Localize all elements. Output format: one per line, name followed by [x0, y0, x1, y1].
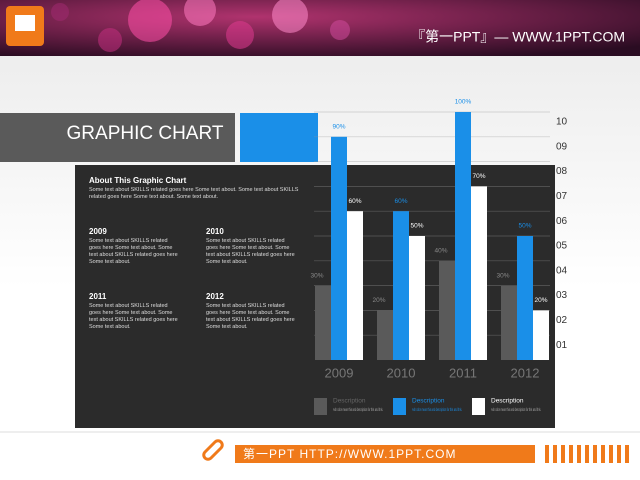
- note-text: Some text about SKILLS related goes here…: [89, 238, 178, 265]
- value-label: 50%: [518, 223, 531, 230]
- note-text: Some text about SKILLS related goes here…: [206, 238, 295, 265]
- value-label: 20%: [372, 297, 385, 304]
- y-tick-label: 01: [556, 340, 568, 351]
- y-tick-label: 10: [556, 117, 568, 128]
- footer-band: [235, 445, 535, 463]
- y-tick-label: 08: [556, 166, 568, 177]
- value-label: 40%: [434, 248, 447, 255]
- title-band: [0, 113, 235, 162]
- legend-note: Ash color mean this and description for …: [491, 407, 541, 412]
- bar: [471, 186, 487, 360]
- value-label: 90%: [332, 124, 345, 131]
- legend-swatch: [314, 398, 327, 415]
- legend-label: Description: [412, 398, 445, 405]
- value-label: 60%: [348, 198, 361, 205]
- bar: [455, 112, 471, 360]
- section-title: GRAPHIC CHART: [67, 123, 224, 144]
- footer-text: 第一PPT HTTP://WWW.1PPT.COM: [243, 447, 456, 461]
- y-tick-label: 06: [556, 216, 568, 227]
- note-year: 2011: [89, 292, 107, 301]
- value-label: 60%: [394, 198, 407, 205]
- note-text: Some text about SKILLS related goes here…: [89, 303, 178, 330]
- bar: [331, 136, 347, 360]
- legend-swatch: [393, 398, 406, 415]
- legend-swatch: [472, 398, 485, 415]
- footer-icon: [202, 439, 224, 461]
- note-year: 2010: [206, 227, 224, 236]
- note-year: 2012: [206, 292, 224, 301]
- bar: [377, 310, 393, 360]
- note-text: Some text about SKILLS related goes here…: [206, 303, 295, 330]
- y-tick-label: 05: [556, 241, 568, 252]
- about-title: About This Graphic Chart: [89, 176, 187, 185]
- note-year: 2009: [89, 227, 107, 236]
- x-tick-label: 2009: [325, 365, 354, 380]
- y-tick-label: 03: [556, 290, 568, 301]
- legend-label: Description: [333, 398, 366, 405]
- footer-stripes: [545, 445, 629, 463]
- y-tick-label: 04: [556, 265, 568, 276]
- bar: [501, 285, 517, 360]
- value-label: 50%: [410, 223, 423, 230]
- value-label: 20%: [534, 297, 547, 304]
- legend-note: Ash color mean this and description for …: [333, 407, 383, 412]
- bar: [439, 260, 455, 360]
- value-label: 100%: [455, 99, 472, 106]
- bar: [409, 236, 425, 360]
- x-tick-label: 2012: [511, 365, 540, 380]
- bar: [517, 236, 533, 360]
- x-tick-label: 2011: [449, 365, 477, 380]
- y-tick-label: 09: [556, 141, 568, 152]
- bar: [533, 310, 549, 360]
- value-label: 30%: [496, 272, 509, 279]
- legend-note: Ash color mean this and description for …: [412, 407, 462, 412]
- x-tick-label: 2010: [387, 365, 416, 380]
- bar: [393, 211, 409, 360]
- icon-glyph: [15, 15, 35, 31]
- bar: [315, 285, 331, 360]
- value-label: 70%: [472, 173, 485, 180]
- y-tick-label: 02: [556, 315, 568, 326]
- y-tick-label: 07: [556, 191, 568, 202]
- about-text: Some text about SKILLS related goes here…: [89, 187, 299, 200]
- legend-label: Description: [491, 398, 524, 405]
- bar: [347, 211, 363, 360]
- header-site: 『第一PPT』— WWW.1PPT.COM: [411, 29, 625, 45]
- value-label: 30%: [310, 272, 323, 279]
- bokeh: [51, 0, 350, 52]
- accent-block: [240, 113, 318, 162]
